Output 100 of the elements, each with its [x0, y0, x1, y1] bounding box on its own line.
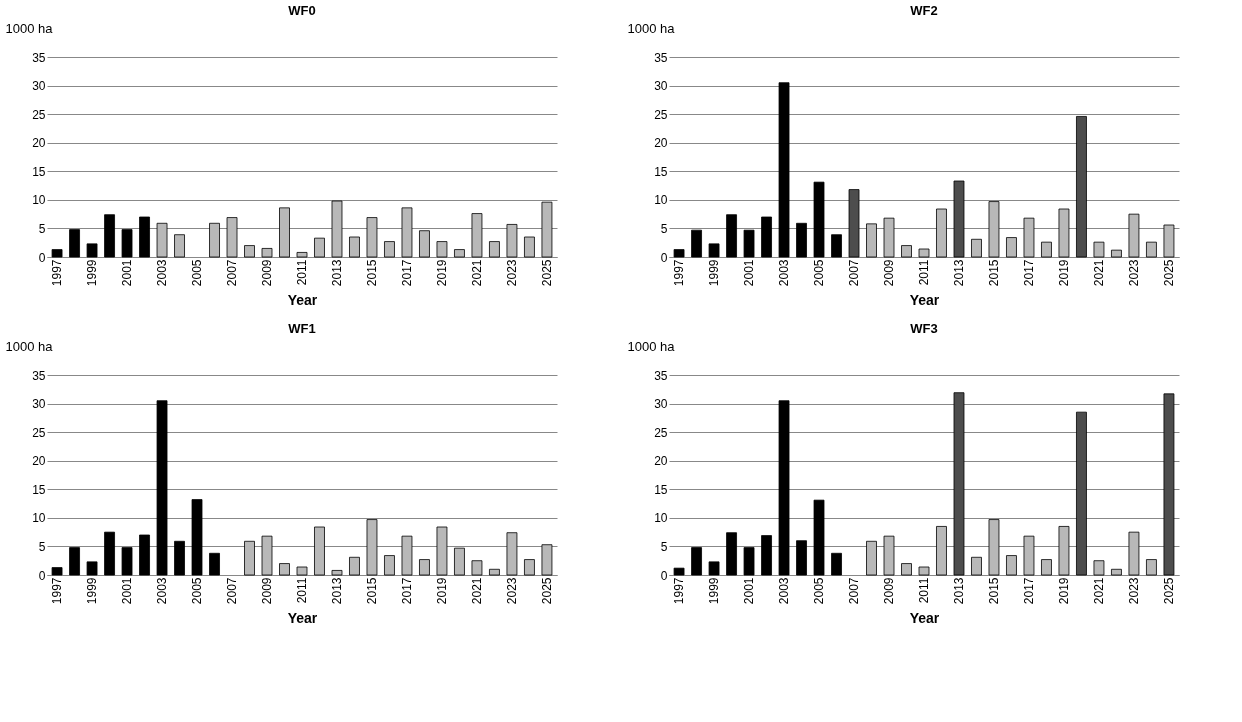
- x-tick-label: 2005: [190, 577, 205, 605]
- bar: [1128, 531, 1140, 576]
- bar: [454, 547, 465, 576]
- x-tick-label: 2021: [1091, 577, 1106, 605]
- y-tick-label: 5: [660, 539, 668, 554]
- bar: [51, 567, 63, 576]
- chart-title: WF3: [910, 321, 938, 336]
- y-tick-label: 25: [654, 107, 668, 122]
- bar: [226, 217, 238, 258]
- y-tick-label: 15: [654, 164, 668, 179]
- x-tick-label: 2011: [917, 259, 931, 286]
- x-tick-label: 2021: [469, 259, 484, 287]
- x-tick-label: 2011: [295, 577, 309, 604]
- x-tick-label: 2013: [951, 577, 966, 605]
- bar: [279, 563, 290, 576]
- bar: [761, 216, 772, 258]
- bar: [918, 248, 930, 258]
- bar: [1111, 568, 1122, 576]
- bar: [366, 519, 378, 576]
- bar: [673, 249, 685, 258]
- bar: [401, 207, 413, 258]
- y-tick-label: 20: [654, 136, 668, 151]
- bar: [778, 400, 790, 576]
- bar: [796, 540, 807, 576]
- bar: [743, 547, 755, 576]
- y-tick-label: 30: [32, 79, 46, 94]
- y-tick-label: 20: [654, 454, 668, 469]
- x-tick-label: 2005: [190, 259, 205, 287]
- bar: [901, 563, 912, 576]
- bar: [883, 535, 895, 576]
- bar: [1023, 217, 1035, 258]
- bar: [209, 552, 220, 576]
- x-tick-label: 2017: [399, 259, 414, 287]
- bar: [314, 526, 325, 576]
- bar: [296, 566, 308, 576]
- bar: [506, 224, 518, 258]
- bar: [506, 532, 518, 576]
- bar: [1058, 208, 1070, 258]
- y-axis-title: 1000 ha: [627, 338, 676, 354]
- y-tick-label: 35: [32, 368, 46, 383]
- bar: [244, 245, 255, 258]
- bar: [743, 229, 755, 258]
- x-tick-label: 1999: [707, 259, 722, 287]
- x-tick-label: 1997: [672, 259, 687, 287]
- y-tick-label: 35: [654, 50, 668, 65]
- bar: [419, 559, 430, 576]
- bar: [401, 535, 413, 576]
- x-tick-label: 2021: [1091, 259, 1106, 287]
- bar: [261, 535, 273, 576]
- x-tick-label: 2001: [742, 577, 757, 605]
- bar: [1128, 213, 1140, 258]
- x-tick-label: 2001: [120, 577, 135, 605]
- x-tick-label: 1997: [50, 259, 65, 287]
- y-axis-title: 1000 ha: [5, 20, 54, 36]
- bar: [331, 570, 343, 576]
- y-tick-label: 25: [32, 425, 46, 440]
- bar: [436, 241, 448, 258]
- y-tick-label: 30: [32, 397, 46, 412]
- y-tick-label: 5: [38, 221, 46, 236]
- bar: [1076, 116, 1087, 258]
- bar: [541, 544, 553, 576]
- bar: [156, 400, 168, 576]
- bar: [349, 556, 360, 576]
- chart-title: WF1: [288, 321, 316, 336]
- y-tick-label: 30: [654, 397, 668, 412]
- x-tick-label: 2007: [847, 577, 862, 605]
- y-tick-label: 0: [38, 568, 46, 583]
- bar: [761, 535, 772, 576]
- bar: [384, 241, 395, 258]
- bar: [156, 222, 168, 258]
- bar: [1093, 560, 1105, 576]
- bar: [524, 236, 535, 258]
- bar: [349, 236, 360, 258]
- x-tick-label: 2023: [504, 577, 519, 605]
- y-tick-label: 25: [654, 425, 668, 440]
- x-tick-label: 2025: [539, 577, 554, 605]
- bar: [1111, 249, 1122, 258]
- x-tick-label: 1999: [707, 577, 722, 605]
- x-axis-title: Year: [287, 610, 318, 627]
- bar: [831, 234, 842, 258]
- y-tick-label: 35: [654, 368, 668, 383]
- y-tick-label: 5: [38, 539, 46, 554]
- x-tick-label: 2019: [434, 259, 449, 287]
- bar: [901, 245, 912, 258]
- x-tick-label: 2009: [260, 577, 275, 605]
- chart-title: WF2: [910, 3, 938, 18]
- bar: [489, 241, 500, 258]
- x-tick-label: 2013: [951, 259, 966, 287]
- x-tick-label: 2011: [917, 577, 931, 604]
- x-tick-label: 2015: [986, 259, 1001, 287]
- bar: [384, 555, 395, 576]
- bar: [953, 180, 965, 258]
- x-tick-label: 1999: [85, 259, 100, 287]
- x-axis-title: Year: [287, 292, 318, 309]
- bar: [988, 519, 1000, 576]
- bar: [708, 243, 720, 258]
- bar: [866, 540, 877, 576]
- bar: [524, 559, 535, 576]
- bar: [366, 217, 378, 258]
- x-tick-label: 2021: [469, 577, 484, 605]
